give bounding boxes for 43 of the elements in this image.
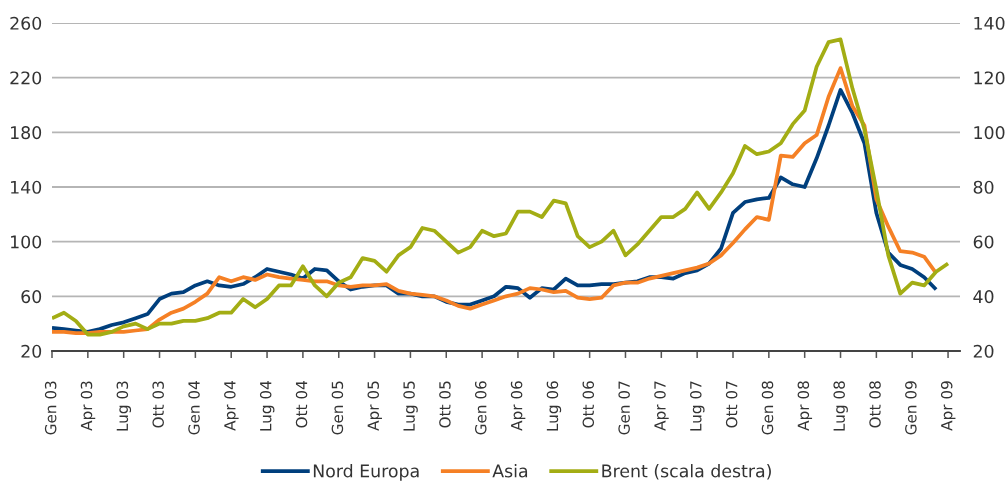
y-tick-label: 20	[21, 344, 42, 358]
y2-tick-label: 20	[973, 344, 994, 358]
y-tick-label: 60	[21, 290, 42, 304]
x-tick-label: Ott 04	[295, 381, 308, 428]
x-tick-label: Apr 05	[367, 381, 382, 431]
x-tick-label: Gen 07	[618, 381, 630, 435]
x-tick-label: Gen 04	[188, 381, 200, 435]
y-tick-label: 220	[10, 71, 42, 85]
x-tick-label: Ott 03	[152, 381, 164, 428]
y-tick-label: 100	[11, 235, 42, 249]
y2-tick-label: 140	[974, 16, 1005, 30]
x-tick-label: Apr 03	[80, 381, 96, 431]
x-tick-label: Ott 08	[869, 381, 881, 428]
x-tick-label: Lug 03	[116, 381, 132, 431]
y2-tick-label: 40	[973, 290, 994, 304]
legend-label: Asia	[492, 464, 528, 478]
x-tick-label: Ott 06	[582, 381, 595, 428]
y2-tick-label: 80	[973, 180, 994, 194]
x-tick-label: Lug 05	[403, 381, 418, 431]
y-tick-label: 260	[10, 16, 42, 30]
x-tick-label: Apr 06	[510, 381, 526, 431]
legend-label: Brent (scala destra)	[602, 464, 771, 480]
x-tick-label: Lug 07	[690, 381, 705, 431]
x-tick-label: Apr 04	[224, 381, 239, 431]
x-tick-label: Gen 08	[761, 381, 774, 435]
x-tick-label: Gen 06	[474, 381, 487, 435]
x-tick-label: Gen 09	[905, 381, 917, 435]
legend-label: Nord Europa	[313, 464, 419, 481]
y2-tick-label: 60	[973, 235, 994, 249]
x-tick-label: Apr 09	[940, 381, 956, 431]
y2-tick-label: 120	[974, 71, 1005, 85]
x-tick-label: Apr 08	[797, 381, 813, 431]
x-tick-label: Apr 07	[654, 381, 669, 431]
x-tick-label: Lug 06	[546, 381, 562, 431]
x-tick-label: Lug 04	[259, 381, 275, 431]
x-tick-label: Gen 03	[44, 381, 57, 435]
x-tick-label: Lug 08	[833, 381, 848, 431]
x-tick-label: Ott 07	[725, 381, 738, 428]
y-tick-label: 140	[11, 180, 42, 194]
x-tick-label: Ott 05	[439, 381, 451, 428]
y2-tick-label: 100	[974, 126, 1005, 140]
x-tick-label: Gen 05	[331, 381, 344, 435]
y-tick-label: 180	[11, 126, 42, 140]
